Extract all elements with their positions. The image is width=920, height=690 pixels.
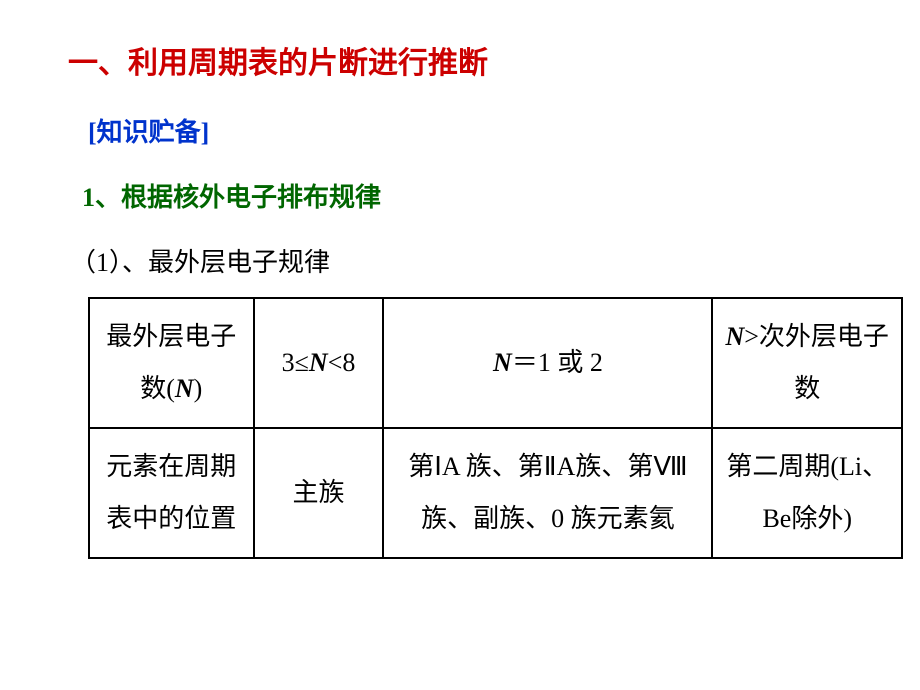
- table-cell-main-group: 主族: [254, 428, 384, 558]
- sub-section-title: （1）、最外层电子规律: [70, 242, 870, 279]
- cell-text: ): [194, 374, 203, 403]
- table-cell-header-n: 最外层电子数(N): [89, 298, 254, 428]
- section-title: 1、根据核外电子排布规律: [82, 177, 870, 214]
- variable-n: N: [725, 322, 744, 351]
- cell-text: <8: [328, 348, 356, 377]
- variable-n: N: [175, 374, 194, 403]
- variable-n: N: [493, 348, 512, 377]
- table-row: 最外层电子数(N) 3≤N<8 N＝1 或 2 N>次外层电子数: [89, 298, 902, 428]
- table-cell-n-1-2: N＝1 或 2: [383, 298, 712, 428]
- variable-n: N: [309, 348, 328, 377]
- cell-text: ＝1 或 2: [512, 348, 603, 377]
- main-title: 一、利用周期表的片断进行推断: [68, 38, 870, 82]
- cell-text: 3≤: [282, 348, 309, 377]
- table-cell-position-label: 元素在周期表中的位置: [89, 428, 254, 558]
- table-row: 元素在周期表中的位置 主族 第ⅠA 族、第ⅡA族、第Ⅷ族、副族、0 族元素氦 第…: [89, 428, 902, 558]
- table-cell-range-3-8: 3≤N<8: [254, 298, 384, 428]
- table-cell-n-greater: N>次外层电子数: [712, 298, 902, 428]
- table-cell-period-2: 第二周期(Li、Be除外): [712, 428, 902, 558]
- electron-rules-table: 最外层电子数(N) 3≤N<8 N＝1 或 2 N>次外层电子数 元素在周期表中…: [88, 297, 903, 559]
- sub-title: [知识贮备]: [88, 112, 870, 149]
- cell-text: 最外层电子数(: [106, 322, 236, 403]
- cell-text: >次外层电子数: [744, 322, 889, 403]
- table-cell-groups-list: 第ⅠA 族、第ⅡA族、第Ⅷ族、副族、0 族元素氦: [383, 428, 712, 558]
